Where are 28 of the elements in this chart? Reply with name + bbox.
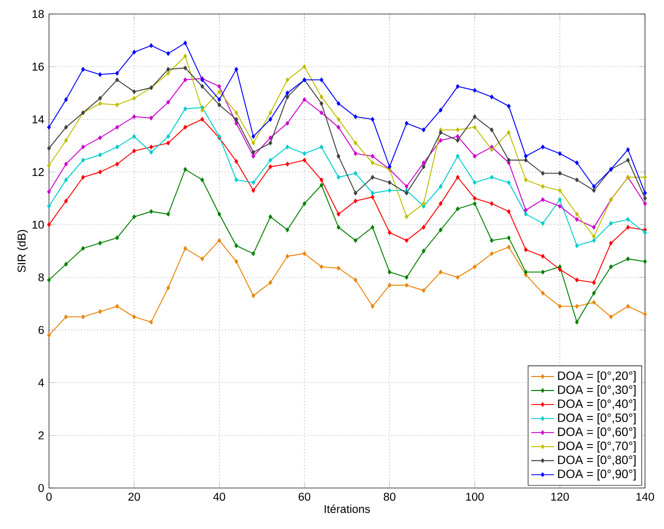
y-tick-label: 18 <box>32 10 44 18</box>
y-axis-title: SIR (dB) <box>17 230 28 272</box>
y-tick-label: 0 <box>38 484 44 492</box>
legend-label: DOA = [0°,40°] <box>558 399 636 410</box>
x-tick-label: 40 <box>213 492 226 501</box>
y-tick-label: 14 <box>32 115 44 124</box>
legend-label: DOA = [0°,50°] <box>558 413 636 424</box>
y-tick-label: 16 <box>32 62 44 71</box>
x-axis-title: Itérations <box>324 504 370 514</box>
y-tick-label: 12 <box>32 168 44 176</box>
y-tick-label: 10 <box>32 220 44 229</box>
x-tick-label: 0 <box>46 492 52 501</box>
legend-label: DOA = [0°,20°] <box>558 371 636 382</box>
y-tick-label: 6 <box>38 326 44 334</box>
x-tick-label: 80 <box>384 492 396 501</box>
x-tick-label: 100 <box>466 492 484 501</box>
legend-label: DOA = [0°,90°] <box>558 469 636 481</box>
x-tick-label: 120 <box>551 492 569 501</box>
y-tick-label: 2 <box>38 431 44 440</box>
y-tick-label: 8 <box>38 273 44 282</box>
x-tick-label: 60 <box>298 492 310 501</box>
legend-label: DOA = [0°,60°] <box>558 427 636 438</box>
legend-label: DOA = [0°,30°] <box>558 385 636 396</box>
legend-label: DOA = [0°,70°] <box>558 441 636 452</box>
x-tick-label: 20 <box>128 492 140 501</box>
legend-label: DOA = [0°,80°] <box>558 455 636 466</box>
y-tick-label: 4 <box>38 378 44 387</box>
x-tick-label: 140 <box>636 492 654 501</box>
